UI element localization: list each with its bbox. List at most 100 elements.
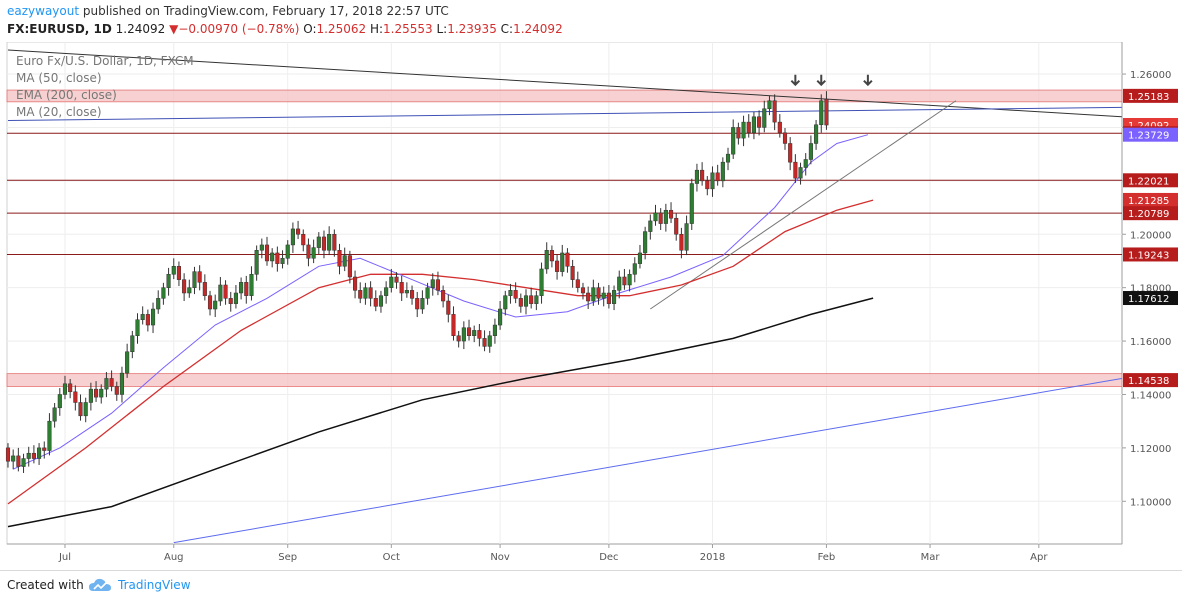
- candle-body: [306, 244, 311, 259]
- price-chart[interactable]: 1.260001.240001.220001.200001.180001.160…: [0, 42, 1182, 570]
- y-tick-label: 1.14000: [1130, 390, 1171, 401]
- candle-body: [26, 452, 31, 459]
- author-link[interactable]: eazywayout: [7, 4, 80, 18]
- candle-body: [233, 292, 238, 304]
- legend-ema200[interactable]: EMA (200, close): [16, 88, 117, 102]
- candle-body: [125, 351, 130, 374]
- candle-body: [94, 388, 99, 398]
- legend-title: Euro Fx/U.S. Dollar, 1D, FXCM: [16, 54, 194, 68]
- price-change: −0.00970 (−0.78%): [178, 22, 300, 36]
- price-label-box: [1123, 88, 1178, 103]
- price-label-box: [1123, 291, 1178, 306]
- candle-body: [47, 420, 52, 451]
- candle-body: [819, 100, 824, 126]
- candle-body: [622, 276, 627, 286]
- candle-body: [663, 209, 668, 224]
- x-tick-label: Dec: [599, 552, 618, 563]
- candle-body: [694, 169, 699, 184]
- candle-body: [731, 127, 736, 155]
- price-label-text: 1.20789: [1128, 209, 1169, 220]
- down-arrow-icon: [790, 74, 801, 87]
- candle-body: [498, 308, 503, 326]
- open-label: O:: [303, 22, 317, 36]
- candle-body: [176, 266, 181, 280]
- candle-body: [290, 228, 295, 246]
- candle-body: [378, 295, 384, 307]
- candle-body: [337, 250, 342, 267]
- legend-ma20[interactable]: MA (20, close): [16, 105, 102, 119]
- candle-body: [679, 234, 684, 251]
- candle-body: [83, 402, 88, 417]
- candle-body: [373, 298, 378, 307]
- candle-body: [461, 327, 466, 342]
- candle-body: [435, 279, 440, 291]
- tradingview-brand[interactable]: TradingView: [118, 578, 191, 592]
- candle-body: [700, 169, 705, 182]
- candle-body: [451, 314, 456, 336]
- last-price: 1.24092: [115, 22, 166, 36]
- candle-body: [446, 300, 451, 315]
- horizontal-levels: [7, 132, 1122, 255]
- candle-body: [415, 298, 420, 310]
- y-tick-label: 1.26000: [1130, 70, 1171, 81]
- candle-body: [11, 455, 16, 462]
- trendline: [173, 377, 1122, 544]
- candle-body: [88, 388, 93, 403]
- moving-averages: [7, 134, 874, 528]
- candle-body: [523, 295, 529, 307]
- candle-body: [285, 244, 290, 259]
- candle-body: [389, 276, 394, 288]
- candle-body: [513, 290, 518, 299]
- candle-body: [270, 252, 275, 262]
- x-tick-label: Feb: [818, 552, 836, 563]
- candle-body: [627, 274, 632, 286]
- x-tick-label: Jul: [58, 552, 71, 563]
- candle-body: [259, 244, 264, 251]
- candle-body: [456, 335, 461, 342]
- candle-body: [166, 274, 171, 288]
- candle-body: [223, 284, 228, 299]
- candle-body: [575, 279, 580, 288]
- candle-body: [617, 276, 622, 291]
- candle-body: [539, 268, 544, 296]
- candle-body: [632, 263, 637, 275]
- symbol-label: FX:EURUSD, 1D: [7, 22, 112, 36]
- candle-body: [296, 228, 301, 235]
- tradingview-cloud-icon[interactable]: [88, 577, 112, 593]
- candle-body: [746, 121, 751, 134]
- candle-body: [648, 220, 653, 232]
- candle-body: [321, 236, 327, 251]
- x-tick-label: 2018: [700, 552, 725, 563]
- candle-body: [394, 276, 399, 283]
- x-axis-ticks: Jul Aug Sep Oct Nov Dec 2018 Feb Mar Apr: [58, 544, 1048, 563]
- price-label-box: [1123, 373, 1178, 388]
- open-value: 1.25062: [316, 22, 367, 36]
- candle-body: [555, 260, 560, 272]
- candle-body: [596, 287, 601, 299]
- candle-body: [741, 121, 746, 139]
- candle-body: [736, 127, 741, 139]
- candle-body: [772, 100, 777, 123]
- resistance-zone: [6, 373, 1123, 387]
- candle-body: [441, 290, 446, 302]
- candle-body: [213, 300, 218, 310]
- legend-ma50[interactable]: MA (50, close): [16, 71, 102, 85]
- low-label: L:: [436, 22, 448, 36]
- candle-body: [42, 447, 47, 451]
- candle-body: [156, 298, 161, 310]
- candle-body: [477, 330, 482, 339]
- trendline: [650, 100, 957, 310]
- candle-body: [606, 292, 611, 304]
- candle-body: [409, 290, 415, 299]
- price-label-text: 1.21285: [1128, 196, 1169, 207]
- candle-body: [565, 252, 570, 267]
- candle-body: [239, 282, 244, 294]
- candle-body: [275, 252, 280, 264]
- candle-body: [192, 271, 197, 288]
- created-with-text: Created with: [7, 578, 84, 592]
- candle-body: [228, 298, 233, 304]
- y-tick-label: 1.12000: [1130, 444, 1171, 455]
- candle-body: [404, 290, 409, 294]
- candle-body: [798, 167, 803, 179]
- candle-body: [803, 159, 808, 168]
